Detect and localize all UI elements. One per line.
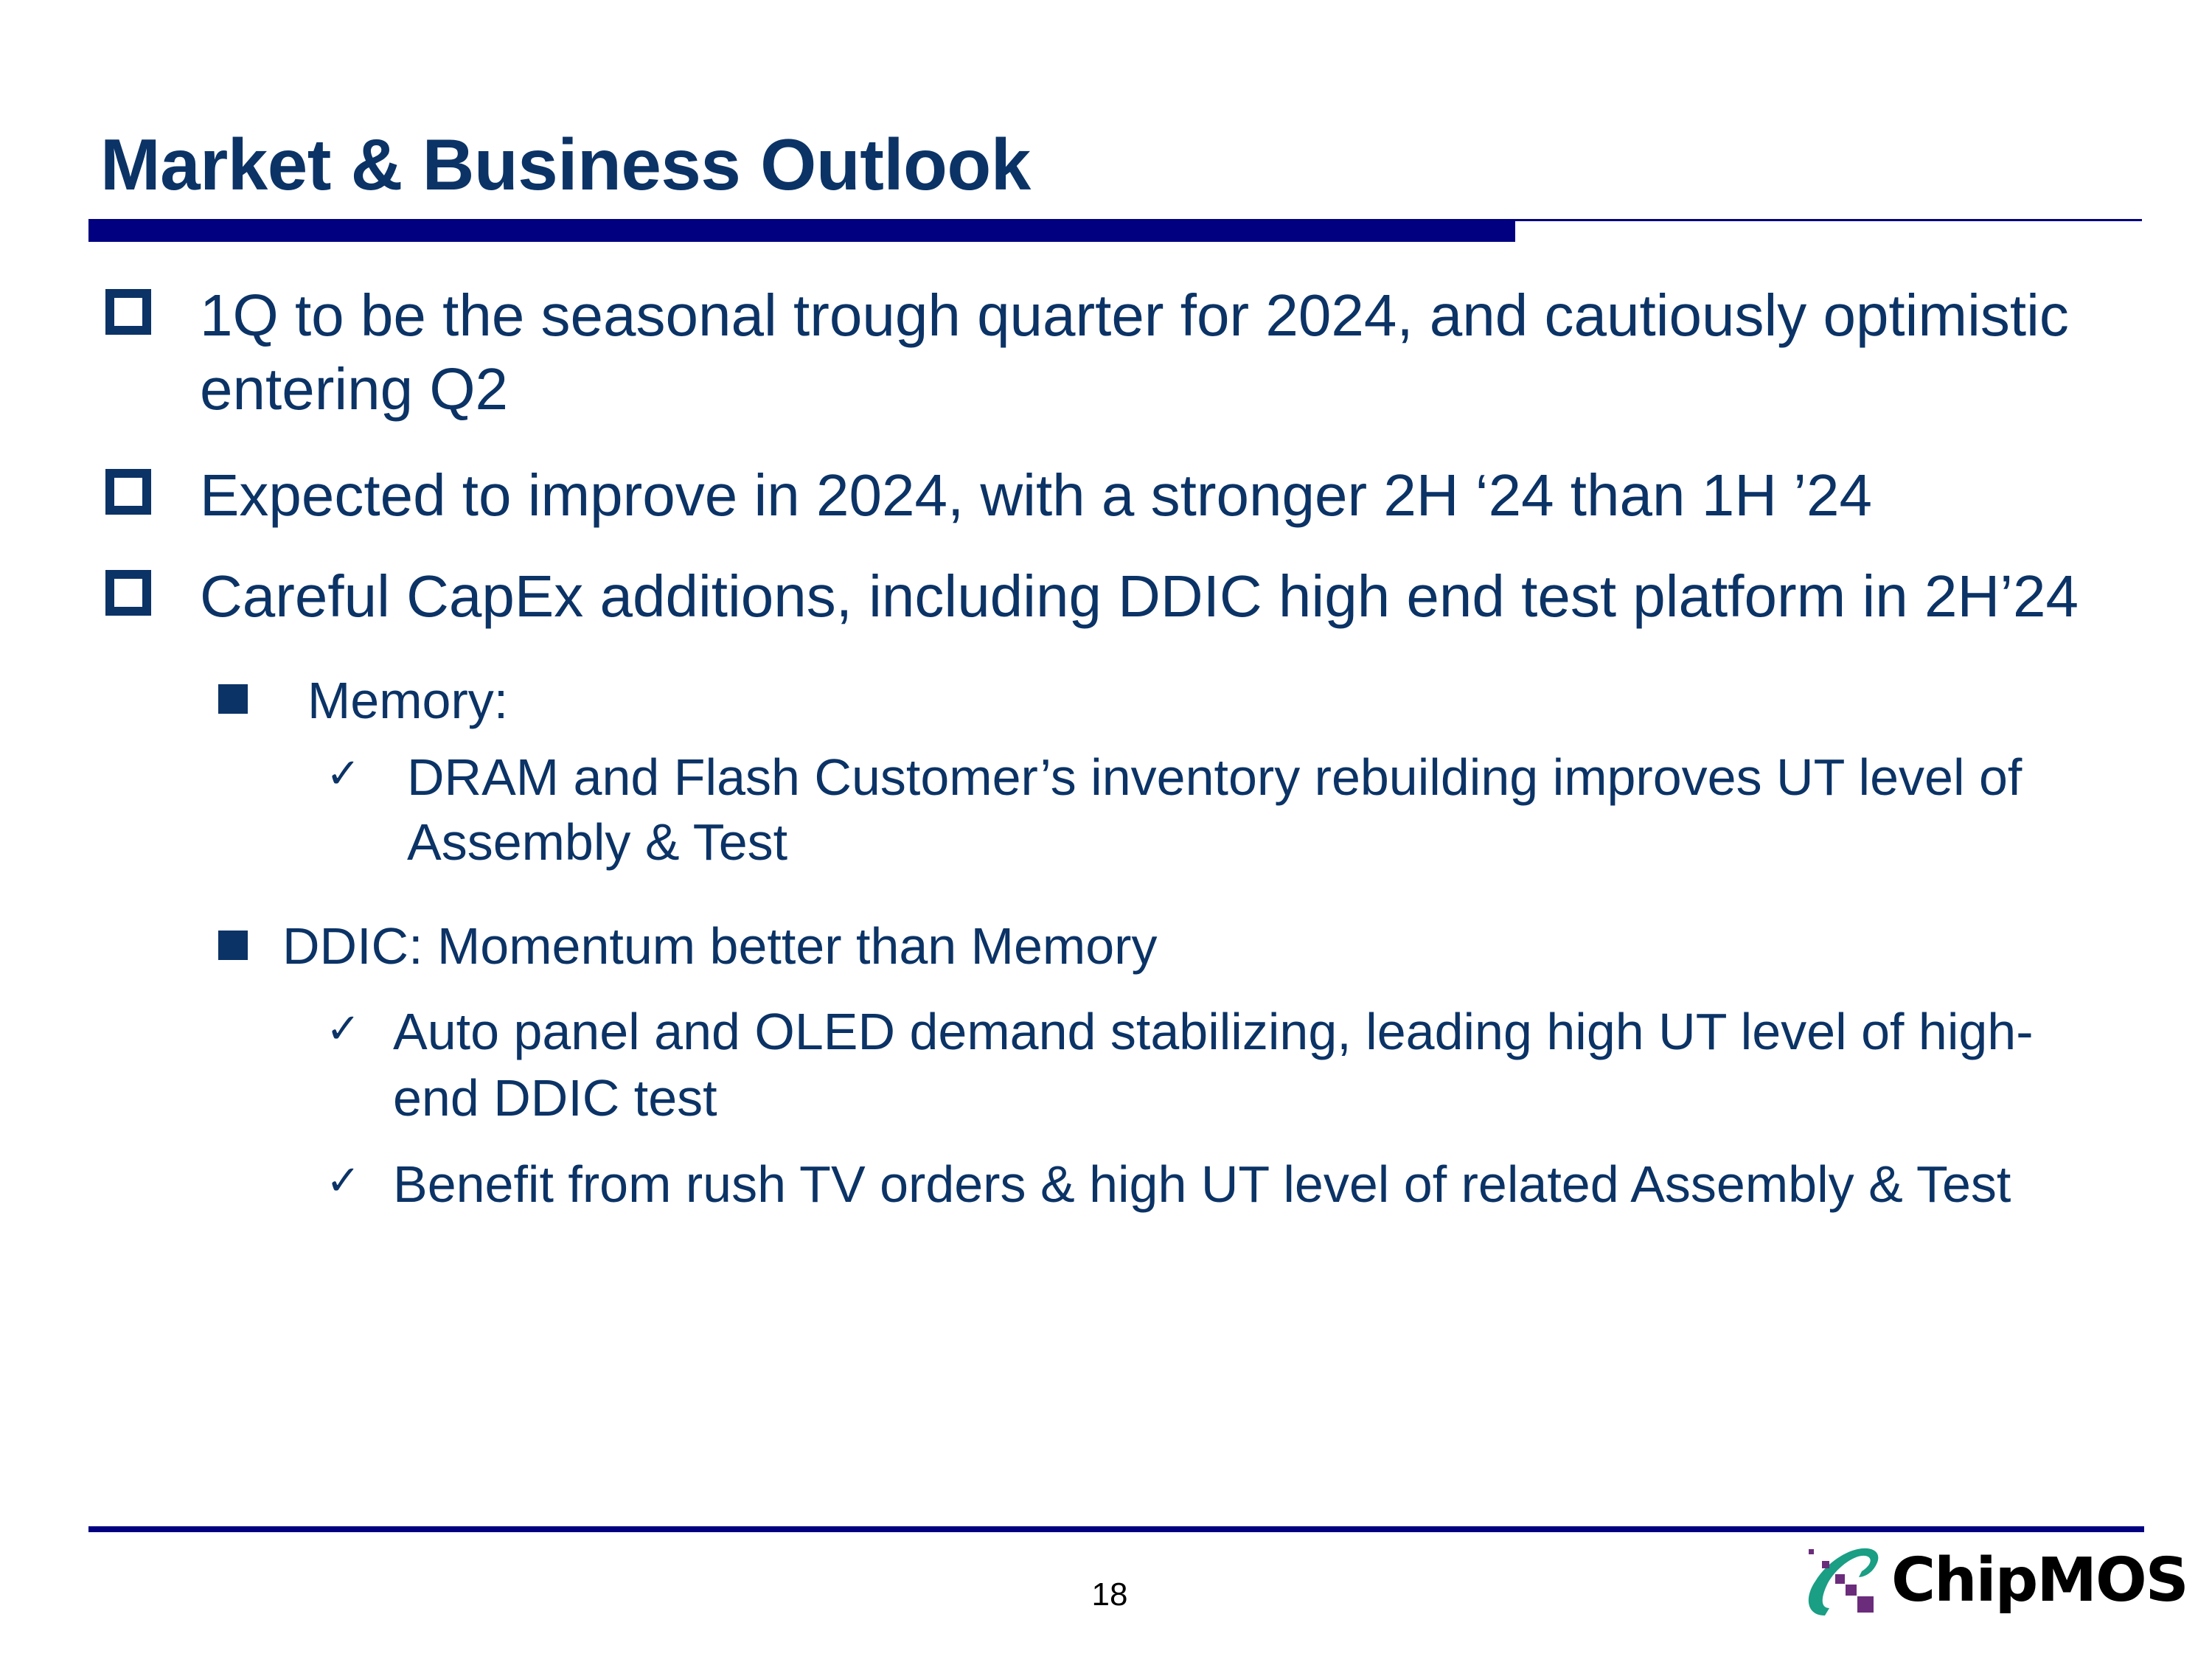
sub-bullet-ddic: DDIC: Momentum better than Memory [282, 917, 1158, 975]
check-1-line-1: DRAM and Flash Customer’s inventory rebu… [407, 748, 2023, 806]
bullet-1-line-1: 1Q to be the seasonal trough quarter for… [200, 282, 2069, 348]
chipmos-logo-text: ChipMOS [1891, 1545, 2189, 1615]
check-3-line-1: Benefit from rush TV orders & high UT le… [393, 1155, 2011, 1213]
check-2-line-2: end DDIC test [393, 1069, 717, 1127]
bullet-3-line-1: Careful CapEx additions, including DDIC … [200, 563, 2079, 629]
checkmark-icon: ✓ [326, 1157, 361, 1205]
slide-title: Market & Business Outlook [100, 124, 1031, 205]
page-number: 18 [1091, 1576, 1128, 1613]
check-2-line-1: Auto panel and OLED demand stabilizing, … [393, 1003, 2034, 1060]
sub-bullet-memory: Memory: [307, 672, 509, 729]
title-underline-thin [1515, 219, 2142, 221]
hollow-square-icon [105, 289, 151, 335]
hollow-square-icon [105, 469, 151, 515]
title-underline-thick [88, 219, 1515, 242]
bullet-2-line-1: Expected to improve in 2024, with a stro… [200, 462, 1872, 528]
hollow-square-icon [105, 570, 151, 616]
footer-rule [88, 1526, 2144, 1532]
checkmark-icon: ✓ [326, 1005, 361, 1053]
filled-square-icon [218, 931, 248, 960]
chipmos-logo-icon [1808, 1548, 1879, 1615]
check-1-line-2: Assembly & Test [407, 813, 788, 871]
checkmark-icon: ✓ [326, 750, 361, 798]
filled-square-icon [218, 684, 248, 714]
bullet-1-line-2: entering Q2 [200, 356, 509, 422]
